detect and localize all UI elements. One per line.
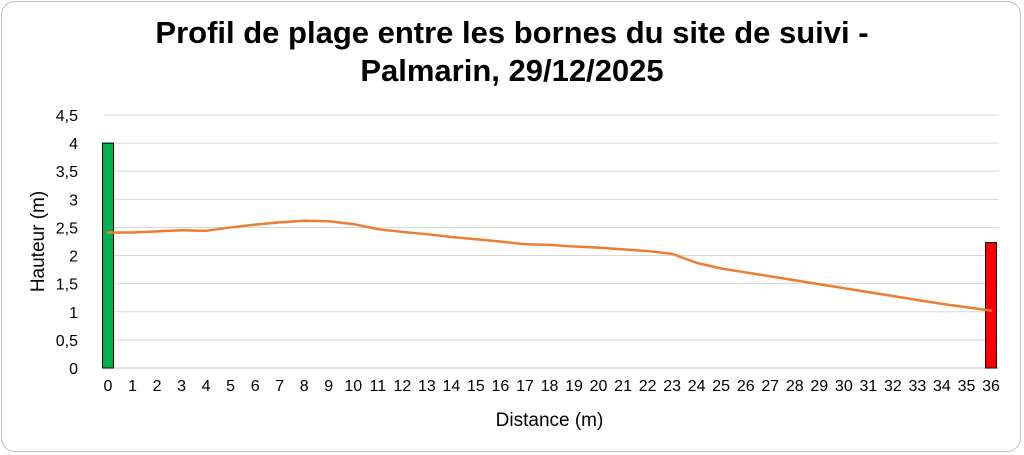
y-tick-label: 4 bbox=[69, 136, 78, 153]
x-tick-label: 25 bbox=[712, 378, 730, 395]
chart-title: Profil de plage entre les bornes du site… bbox=[0, 14, 1024, 90]
x-tick-label: 12 bbox=[393, 378, 411, 395]
x-tick-label: 35 bbox=[958, 378, 976, 395]
series-lines bbox=[106, 219, 993, 312]
x-tick-label: 24 bbox=[688, 378, 706, 395]
x-tick-label: 4 bbox=[202, 378, 211, 395]
y-tick-label: 2,5 bbox=[56, 220, 78, 237]
y-tick-label: 0 bbox=[69, 361, 78, 378]
x-tick-label: 6 bbox=[251, 378, 260, 395]
y-axis-title: Hauteur (m) bbox=[28, 191, 49, 292]
marker-bars bbox=[102, 142, 997, 369]
y-tick-label: 0,5 bbox=[56, 333, 78, 350]
x-tick-label: 10 bbox=[344, 378, 362, 395]
x-tick-label: 32 bbox=[884, 378, 902, 395]
y-tick-label: 2 bbox=[69, 249, 78, 266]
x-tick-label: 29 bbox=[810, 378, 828, 395]
x-tick-label: 33 bbox=[909, 378, 927, 395]
x-tick-label: 27 bbox=[761, 378, 779, 395]
x-tick-label: 0 bbox=[104, 378, 113, 395]
series-line bbox=[106, 219, 993, 312]
x-axis-title: Distance (m) bbox=[496, 410, 604, 431]
x-tick-label: 23 bbox=[663, 378, 681, 395]
x-tick-label: 14 bbox=[442, 378, 460, 395]
x-tick-label: 7 bbox=[275, 378, 284, 395]
x-tick-label: 28 bbox=[786, 378, 804, 395]
chart-title-line2: Palmarin, 29/12/2025 bbox=[360, 53, 664, 88]
x-tick-label: 2 bbox=[153, 378, 162, 395]
marker-bar bbox=[985, 242, 997, 369]
marker-bar bbox=[102, 142, 114, 369]
y-tick-labels: 0 0,5 1 1,5 2 2,5 3 3,5 4 4,5 bbox=[56, 108, 78, 378]
x-tick-label: 17 bbox=[516, 378, 534, 395]
x-tick-label: 31 bbox=[859, 378, 877, 395]
y-tick-label: 1,5 bbox=[56, 277, 78, 294]
x-tick-label: 5 bbox=[226, 378, 235, 395]
x-tick-label: 8 bbox=[300, 378, 309, 395]
y-tick-label: 3,5 bbox=[56, 164, 78, 181]
x-tick-label: 34 bbox=[933, 378, 951, 395]
x-tick-label: 18 bbox=[541, 378, 559, 395]
x-tick-label: 11 bbox=[370, 378, 387, 395]
y-tick-label: 3 bbox=[69, 192, 78, 209]
y-tick-label: 4,5 bbox=[56, 108, 78, 125]
gridlines bbox=[104, 114, 999, 369]
x-tick-label: 30 bbox=[835, 378, 853, 395]
x-tick-label: 20 bbox=[590, 378, 608, 395]
x-tick-label: 15 bbox=[467, 378, 485, 395]
x-tick-labels: 0 1 2 3 4 5 6 7 8 9 10 11 12 13 14 15 16 17 18 19 20 21 22 23 24… bbox=[104, 378, 1000, 395]
x-tick-label: 26 bbox=[737, 378, 755, 395]
y-tick-label: 1 bbox=[69, 305, 78, 322]
x-tick-label: 1 bbox=[128, 378, 137, 395]
x-tick-label: 16 bbox=[492, 378, 510, 395]
x-tick-label: 21 bbox=[614, 378, 632, 395]
x-tick-label: 36 bbox=[982, 378, 1000, 395]
x-tick-label: 9 bbox=[324, 378, 333, 395]
x-tick-label: 13 bbox=[418, 378, 436, 395]
x-tick-label: 22 bbox=[639, 378, 657, 395]
x-tick-label: 3 bbox=[177, 378, 186, 395]
chart-title-line1: Profil de plage entre les bornes du site… bbox=[155, 15, 869, 50]
x-tick-label: 19 bbox=[565, 378, 583, 395]
